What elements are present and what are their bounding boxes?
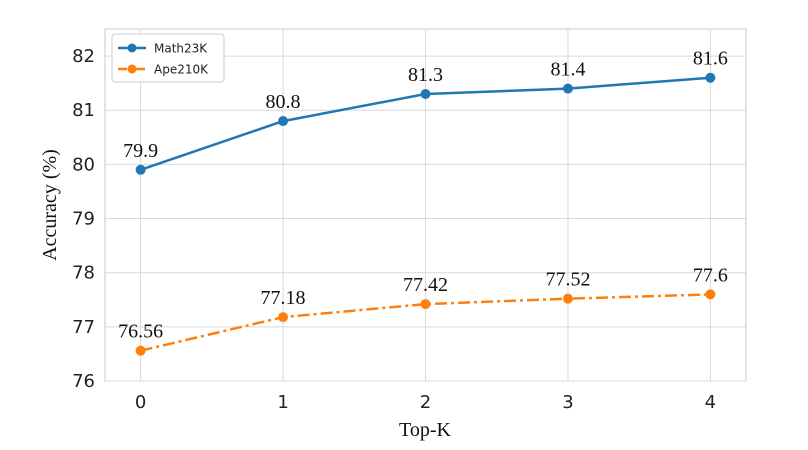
data-point-ape210k (562, 293, 573, 304)
data-point-ape210k (705, 289, 716, 300)
x-tick-label: 3 (562, 392, 573, 413)
x-tick-label: 2 (420, 392, 431, 413)
data-label-ape210k: 76.56 (118, 321, 163, 343)
legend-marker-math23k (127, 43, 137, 53)
legend-label-ape210k: Ape210K (154, 63, 209, 77)
legend: Math23K Ape210K (111, 33, 225, 83)
y-tick-label: 77 (72, 317, 95, 338)
series-line-ape210k (140, 293, 711, 352)
y-axis-title: Accuracy (%) (39, 149, 61, 261)
y-tick-label: 81 (72, 100, 95, 121)
x-axis-ticks: 0 1 2 3 4 (135, 392, 716, 413)
data-point-ape210k (420, 299, 431, 310)
data-label-math23k: 81.6 (693, 48, 728, 70)
data-label-ape210k: 77.18 (261, 287, 306, 309)
data-point-math23k (278, 116, 289, 127)
data-point-math23k (420, 88, 431, 99)
legend-label-math23k: Math23K (154, 42, 208, 56)
data-label-math23k: 79.9 (123, 140, 158, 162)
data-label-math23k: 81.3 (408, 64, 443, 86)
x-tick-label: 0 (135, 392, 146, 413)
series-group (135, 72, 716, 356)
data-point-ape210k (278, 312, 289, 323)
data-point-ape210k (135, 345, 146, 356)
x-axis-title: Top-K (399, 419, 451, 441)
data-label-ape210k: 77.6 (693, 264, 728, 286)
y-tick-label: 82 (72, 46, 95, 67)
data-labels: 79.9 80.8 81.3 81.4 81.6 76.56 77.18 77.42 77.52… (118, 48, 728, 343)
y-axis-ticks: 76 77 78 79 80 81 82 (72, 46, 95, 392)
data-label-math23k: 80.8 (266, 91, 301, 113)
x-tick-label: 4 (705, 392, 716, 413)
data-label-ape210k: 77.52 (545, 269, 590, 291)
data-point-math23k (705, 72, 716, 83)
grid-lines (105, 29, 746, 382)
y-tick-label: 76 (72, 371, 95, 392)
y-tick-label: 79 (72, 209, 95, 230)
data-label-math23k: 81.4 (550, 59, 585, 81)
legend-marker-ape210k (127, 64, 137, 74)
data-label-ape210k: 77.42 (403, 274, 448, 296)
data-point-math23k (135, 164, 146, 175)
y-tick-label: 78 (72, 263, 95, 284)
x-tick-label: 1 (277, 392, 288, 413)
data-point-math23k (562, 83, 573, 94)
y-tick-label: 80 (72, 154, 95, 175)
